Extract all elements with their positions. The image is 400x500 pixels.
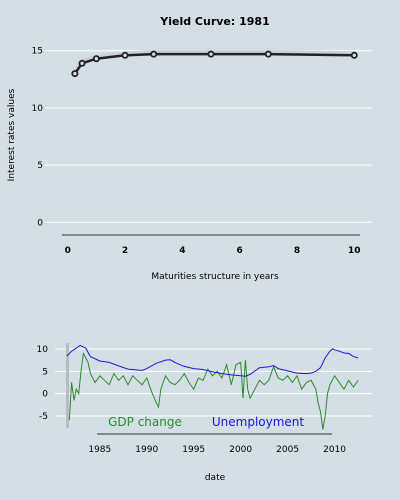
x-tick-label: 1990 (135, 445, 158, 455)
yield-line-shadow (73, 50, 355, 73)
legend-unemployment: Unemployment (212, 415, 305, 429)
yield-point (78, 59, 86, 67)
x-tick-label: 0 (65, 246, 71, 256)
y-tick-label: 10 (37, 345, 49, 355)
y-tick-label: 15 (32, 47, 43, 57)
yield-y-axis-label: Interest rates values (7, 88, 17, 181)
gdp-change-line (68, 351, 359, 430)
x-tick-label: 1995 (182, 445, 205, 455)
chart-title: Yield Curve: 1981 (159, 15, 269, 28)
y-tick-label: -5 (39, 412, 48, 422)
yield-y-tick-labels: 0 5 10 15 (32, 47, 44, 229)
x-tick-label: 2010 (323, 445, 346, 455)
x-tick-label: 8 (294, 246, 300, 256)
y-tick-label: 5 (42, 367, 48, 377)
macro-y-tick-labels: -5 0 5 10 (37, 345, 49, 422)
yield-point (121, 51, 129, 59)
x-tick-label: 2 (122, 246, 128, 256)
unemployment-line (66, 344, 359, 377)
x-tick-label: 10 (348, 246, 361, 256)
yield-point (92, 55, 100, 63)
yield-point (264, 50, 272, 58)
yield-point (350, 51, 358, 59)
y-tick-label: 0 (37, 218, 43, 228)
yield-gridlines (45, 50, 372, 223)
y-tick-label: 5 (37, 161, 43, 171)
yield-x-tick-labels: 0 2 4 6 8 10 (65, 246, 361, 256)
x-tick-label: 2000 (229, 445, 252, 455)
macro-x-tick-labels: 1985 1990 1995 2000 2005 2010 (88, 445, 346, 455)
macro-gridlines (55, 348, 372, 417)
macro-x-axis-label: date (205, 473, 226, 483)
y-tick-label: 10 (32, 104, 44, 114)
gdp-unemployment-chart: 1985 1990 1995 2000 2005 2010 -5 0 5 10 GDP chan… (37, 343, 372, 483)
yield-x-axis-label: Maturities structure in years (151, 272, 279, 282)
yield-point (150, 50, 158, 58)
yield-curve-chart: Yield Curve: 1981 0 2 4 6 8 10 0 5 10 15 Maturit… (7, 15, 372, 282)
x-tick-label: 4 (179, 246, 185, 256)
x-tick-label: 2005 (276, 445, 299, 455)
y-tick-label: 0 (42, 390, 48, 400)
legend-gdp-change: GDP change (108, 415, 182, 429)
yield-line (73, 52, 355, 75)
yield-point (71, 70, 79, 78)
yield-series (71, 50, 358, 78)
x-tick-label: 1985 (88, 445, 111, 455)
yield-point (207, 50, 215, 58)
x-tick-label: 6 (237, 246, 243, 256)
macro-series (66, 344, 359, 430)
recession-shade (66, 343, 69, 428)
